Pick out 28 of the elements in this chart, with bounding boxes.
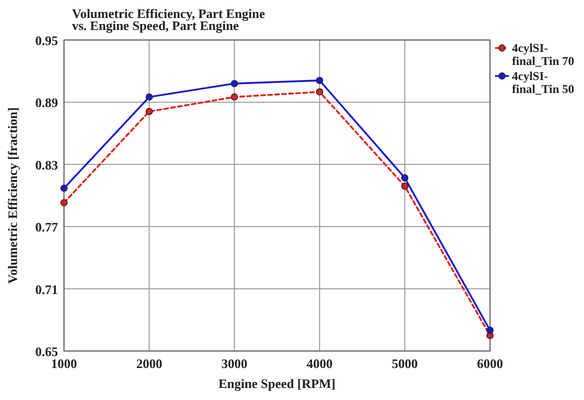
point: [316, 88, 324, 96]
point: [401, 174, 408, 182]
point: [230, 80, 238, 88]
point: [401, 182, 408, 190]
y-axis-title: Volumetric Efficiency [fraction]: [5, 107, 20, 284]
y-tick-label: 0.83: [35, 157, 58, 172]
y-tick-label: 0.65: [35, 344, 58, 359]
point: [146, 108, 153, 116]
legend-label: 4cylSI-final_Tin 70: [512, 41, 574, 68]
x-axis-title: Engine Speed [RPM]: [218, 376, 336, 391]
point: [60, 184, 68, 192]
y-tick-label: 0.77: [35, 220, 58, 235]
point: [230, 93, 238, 101]
x-tick-label: 4000: [306, 356, 333, 371]
legend-label: 4cylSI-final_Tin 50: [512, 69, 574, 96]
x-tick-label: 3000: [221, 356, 248, 371]
point: [316, 76, 324, 84]
x-tick-label: 2000: [136, 356, 162, 371]
x-tick-label: 1000: [51, 356, 77, 371]
x-tick-label: 6000: [477, 356, 503, 371]
y-tick-label: 0.71: [35, 282, 58, 297]
point: [486, 326, 494, 334]
y-tick-label: 0.89: [35, 95, 58, 110]
point: [146, 93, 153, 101]
chart-title: Volumetric Efficiency, Part Engine vs. Engine Speed, Part Engine: [72, 6, 266, 33]
x-tick-label: 5000: [392, 356, 418, 371]
y-tick-label: 0.95: [35, 33, 58, 48]
point: [60, 199, 68, 206]
